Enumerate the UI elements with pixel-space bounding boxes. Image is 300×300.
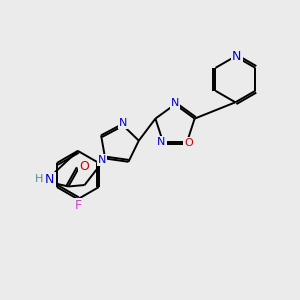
Text: F: F <box>74 199 81 212</box>
Text: N: N <box>45 173 55 186</box>
Text: H: H <box>35 174 43 184</box>
Text: O: O <box>79 160 89 173</box>
Text: N: N <box>98 155 106 165</box>
Text: N: N <box>171 98 179 109</box>
Text: N: N <box>157 137 166 147</box>
Text: N: N <box>232 50 242 63</box>
Text: N: N <box>119 118 128 128</box>
Text: O: O <box>184 138 193 148</box>
